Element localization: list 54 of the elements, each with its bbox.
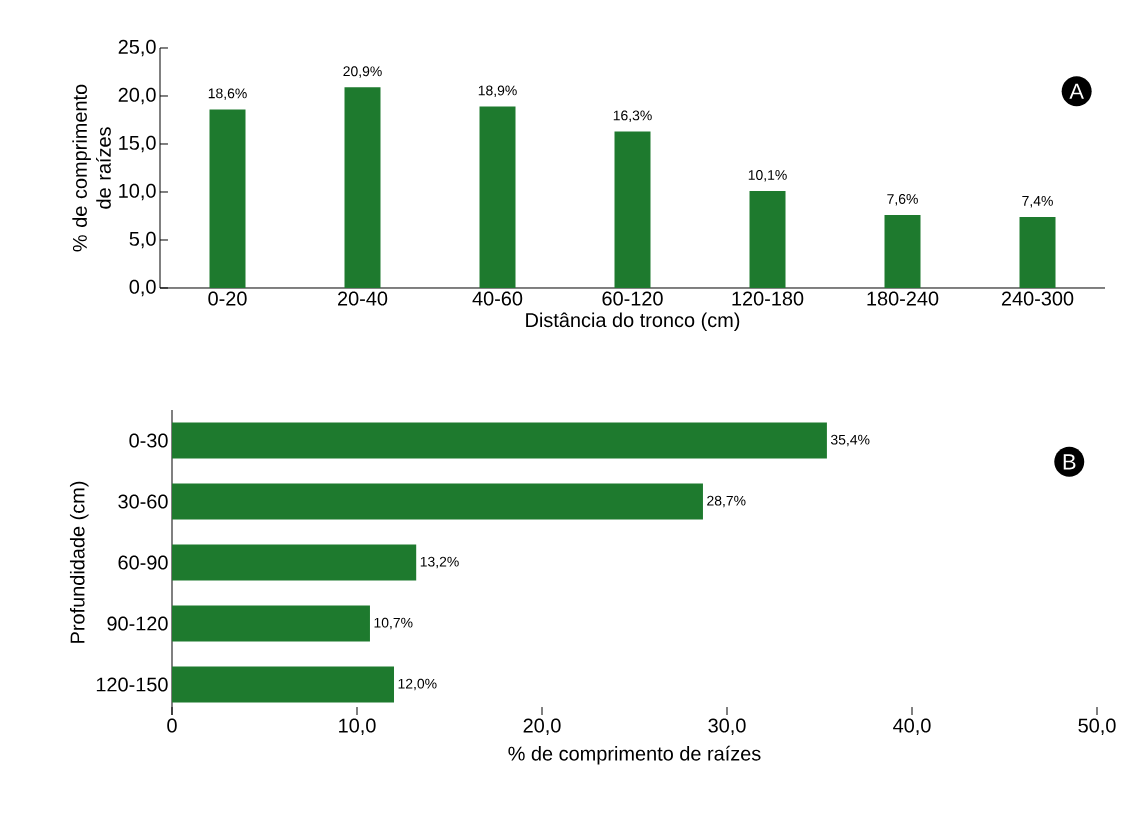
data-label: 28,7% xyxy=(707,495,746,508)
x-tick-label: 30,0 xyxy=(708,718,746,735)
y-tick-label: 10,0 xyxy=(119,183,156,201)
y-tick-label: 25,0 xyxy=(118,39,156,57)
bar xyxy=(344,87,381,288)
x-tick-label: 0 xyxy=(167,718,177,733)
x-axis-title: % de comprimento de raízes xyxy=(508,745,761,765)
x-tick-label: 20-40 xyxy=(338,291,388,306)
y-tick-label: 0,0 xyxy=(129,279,156,297)
y-tick-label: 15,0 xyxy=(119,135,156,153)
data-label: 10,7% xyxy=(374,617,413,630)
x-tick-label: 0-20 xyxy=(208,291,247,306)
x-tick-label: 120-180 xyxy=(732,291,804,306)
y-tick-label: 20,0 xyxy=(118,87,156,105)
x-tick-label: 20,0 xyxy=(523,718,561,735)
y-tick-label: 0-30 xyxy=(129,433,168,448)
bar xyxy=(172,483,703,520)
data-label: 10,1% xyxy=(748,170,787,182)
x-tick-label: 240-300 xyxy=(1001,291,1074,306)
bar xyxy=(172,605,370,642)
y-tick-label: 5,0 xyxy=(129,231,156,249)
data-label: 35,4% xyxy=(830,434,870,447)
x-tick-label: 50,0 xyxy=(1078,718,1116,735)
x-tick-label: 40,0 xyxy=(893,718,931,735)
y-tick-label: 120-150 xyxy=(96,677,168,692)
bar xyxy=(479,106,516,288)
bar xyxy=(172,666,394,703)
x-tick-label: 60-120 xyxy=(602,291,663,306)
x-tick-label: 10,0 xyxy=(339,718,376,735)
data-label: 13,2% xyxy=(420,556,459,569)
data-label: 18,9% xyxy=(478,85,517,98)
x-axis-title: Distância do tronco (cm) xyxy=(526,312,740,332)
bar xyxy=(1019,216,1056,288)
data-label: 16,3% xyxy=(613,110,652,123)
y-tick-label: 90-120 xyxy=(107,616,168,631)
bar xyxy=(614,131,651,288)
x-tick-label: 180-240 xyxy=(867,291,939,306)
data-label: 12,0% xyxy=(398,678,437,691)
data-label: 7,4% xyxy=(1022,195,1053,208)
y-tick-label: 60-90 xyxy=(118,555,168,570)
bar xyxy=(749,191,786,288)
y-axis-title: % de comprimento de raízes xyxy=(72,84,111,252)
bar xyxy=(884,215,921,288)
x-tick-label: 40-60 xyxy=(472,291,523,306)
data-label: 18,6% xyxy=(208,88,247,100)
bar xyxy=(172,422,827,459)
data-label: 7,6% xyxy=(887,194,918,206)
annotation: B xyxy=(1063,454,1076,470)
annotation: A xyxy=(1069,83,1084,99)
bar xyxy=(209,109,246,288)
data-label: 20,9% xyxy=(343,66,382,78)
y-tick-label: 30-60 xyxy=(118,494,168,509)
bar xyxy=(172,544,417,581)
y-axis-title: Profundidade (cm) xyxy=(69,481,89,643)
